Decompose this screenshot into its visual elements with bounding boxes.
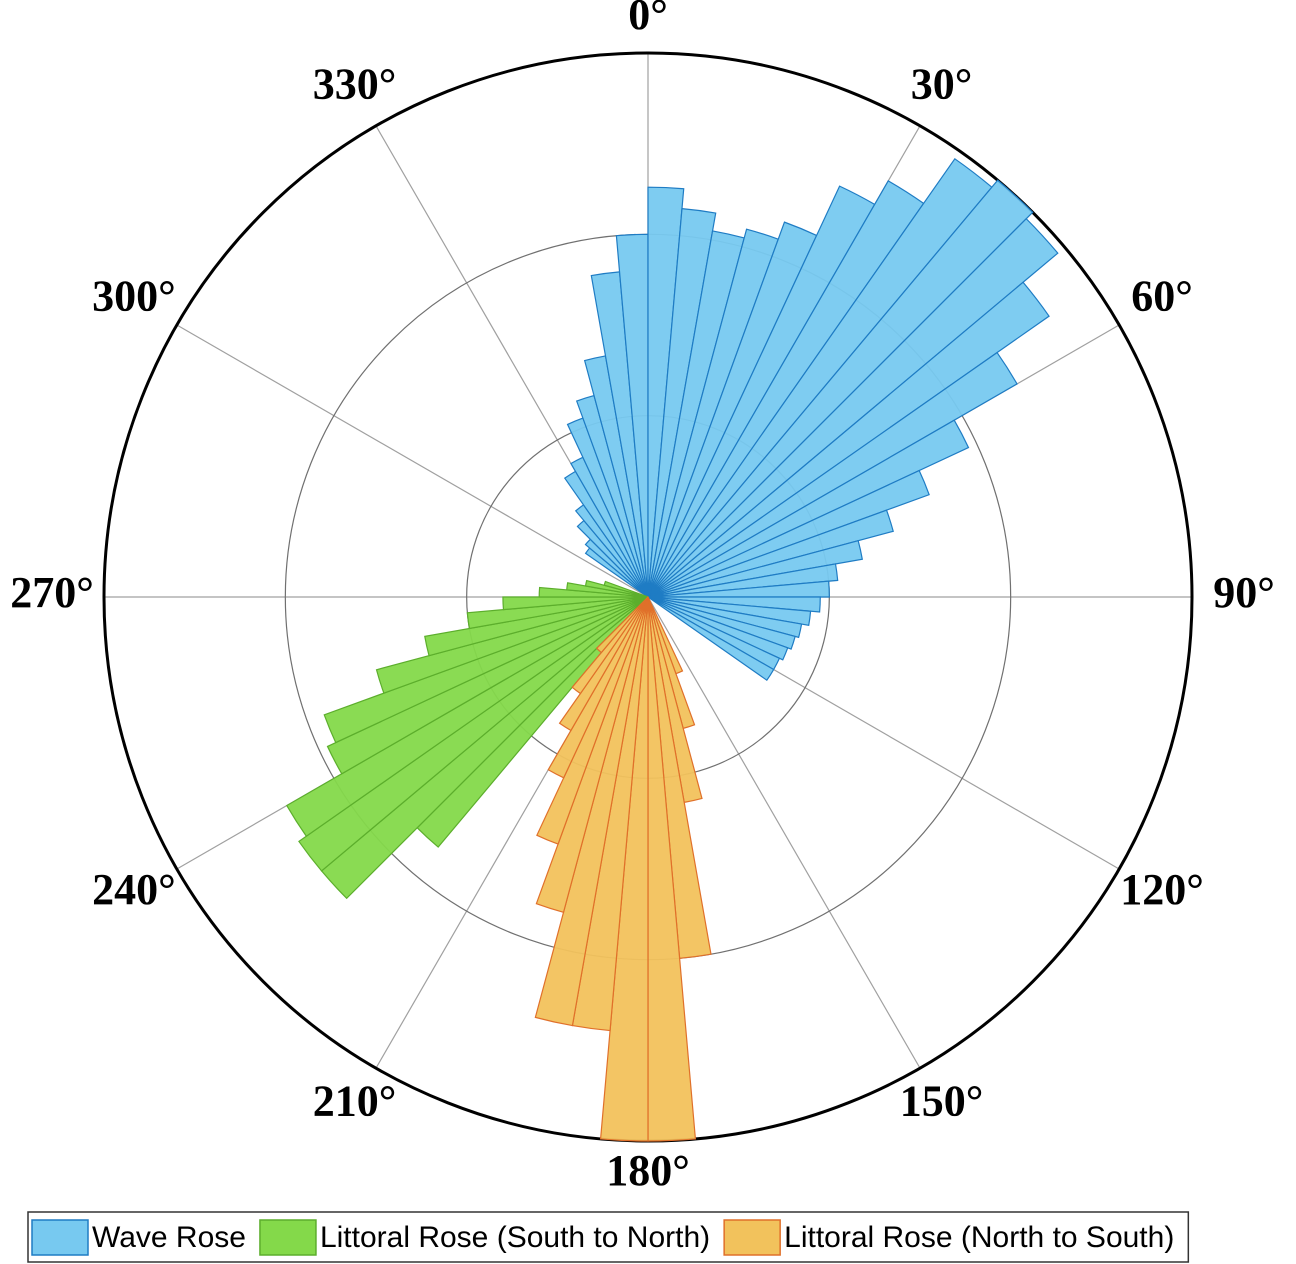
legend: Wave Rose Littoral Rose (South to North) L… — [27, 1211, 1190, 1263]
wedge — [571, 596, 649, 695]
legend-label: Littoral Rose (South to North) — [320, 1221, 710, 1254]
labels: 0° 30° 60° 90° 120° 150° 180° 210° 240° 270° 300° 3… — [10, 0, 1275, 1195]
wedge — [547, 596, 649, 779]
theta-tick-label: 330° — [313, 60, 397, 109]
legend-label: Littoral Rose (North to South) — [784, 1221, 1174, 1254]
wedge — [647, 469, 930, 598]
wedge — [647, 509, 894, 598]
wedge — [647, 419, 970, 598]
wedge — [375, 596, 649, 694]
wedge — [285, 596, 649, 838]
wedge — [558, 596, 649, 732]
legend-swatch — [259, 1219, 317, 1256]
wedge — [647, 596, 775, 682]
wedge — [647, 539, 863, 598]
wedge — [323, 596, 649, 744]
wedge — [595, 596, 649, 654]
theta-tick-label: 300° — [92, 271, 176, 320]
theta-tick-label: 120° — [1120, 865, 1204, 914]
theta-tick-label: 270° — [10, 568, 94, 617]
wedge — [647, 217, 1059, 598]
theta-tick-label: 240° — [92, 865, 176, 914]
wedge — [535, 596, 649, 914]
wedge — [603, 580, 649, 598]
legend-label: Wave Rose — [92, 1221, 246, 1254]
theta-tick-label: 30° — [911, 60, 973, 109]
legend-box — [27, 1211, 1190, 1263]
theta-tick-label: 180° — [606, 1146, 690, 1195]
spoke — [176, 324, 649, 598]
wedge — [536, 596, 649, 845]
wedge — [647, 351, 1018, 598]
theta-tick-label: 0° — [628, 0, 668, 39]
wedge — [326, 596, 649, 775]
theta-tick-label: 210° — [313, 1076, 397, 1125]
wedge — [502, 596, 649, 611]
wedge — [466, 596, 649, 630]
marks — [285, 157, 1059, 1142]
wedge — [298, 596, 649, 872]
wedge — [647, 580, 830, 598]
spoke — [647, 596, 921, 1069]
wedge — [647, 281, 1050, 598]
legend-swatch — [723, 1219, 781, 1256]
theta-tick-label: 150° — [900, 1076, 984, 1125]
legend-swatch — [31, 1219, 89, 1256]
wedge — [647, 179, 1034, 598]
theta-tick-label: 90° — [1213, 568, 1275, 617]
wedge — [424, 596, 649, 657]
wedge — [647, 563, 839, 598]
theta-tick-label: 60° — [1131, 271, 1193, 320]
